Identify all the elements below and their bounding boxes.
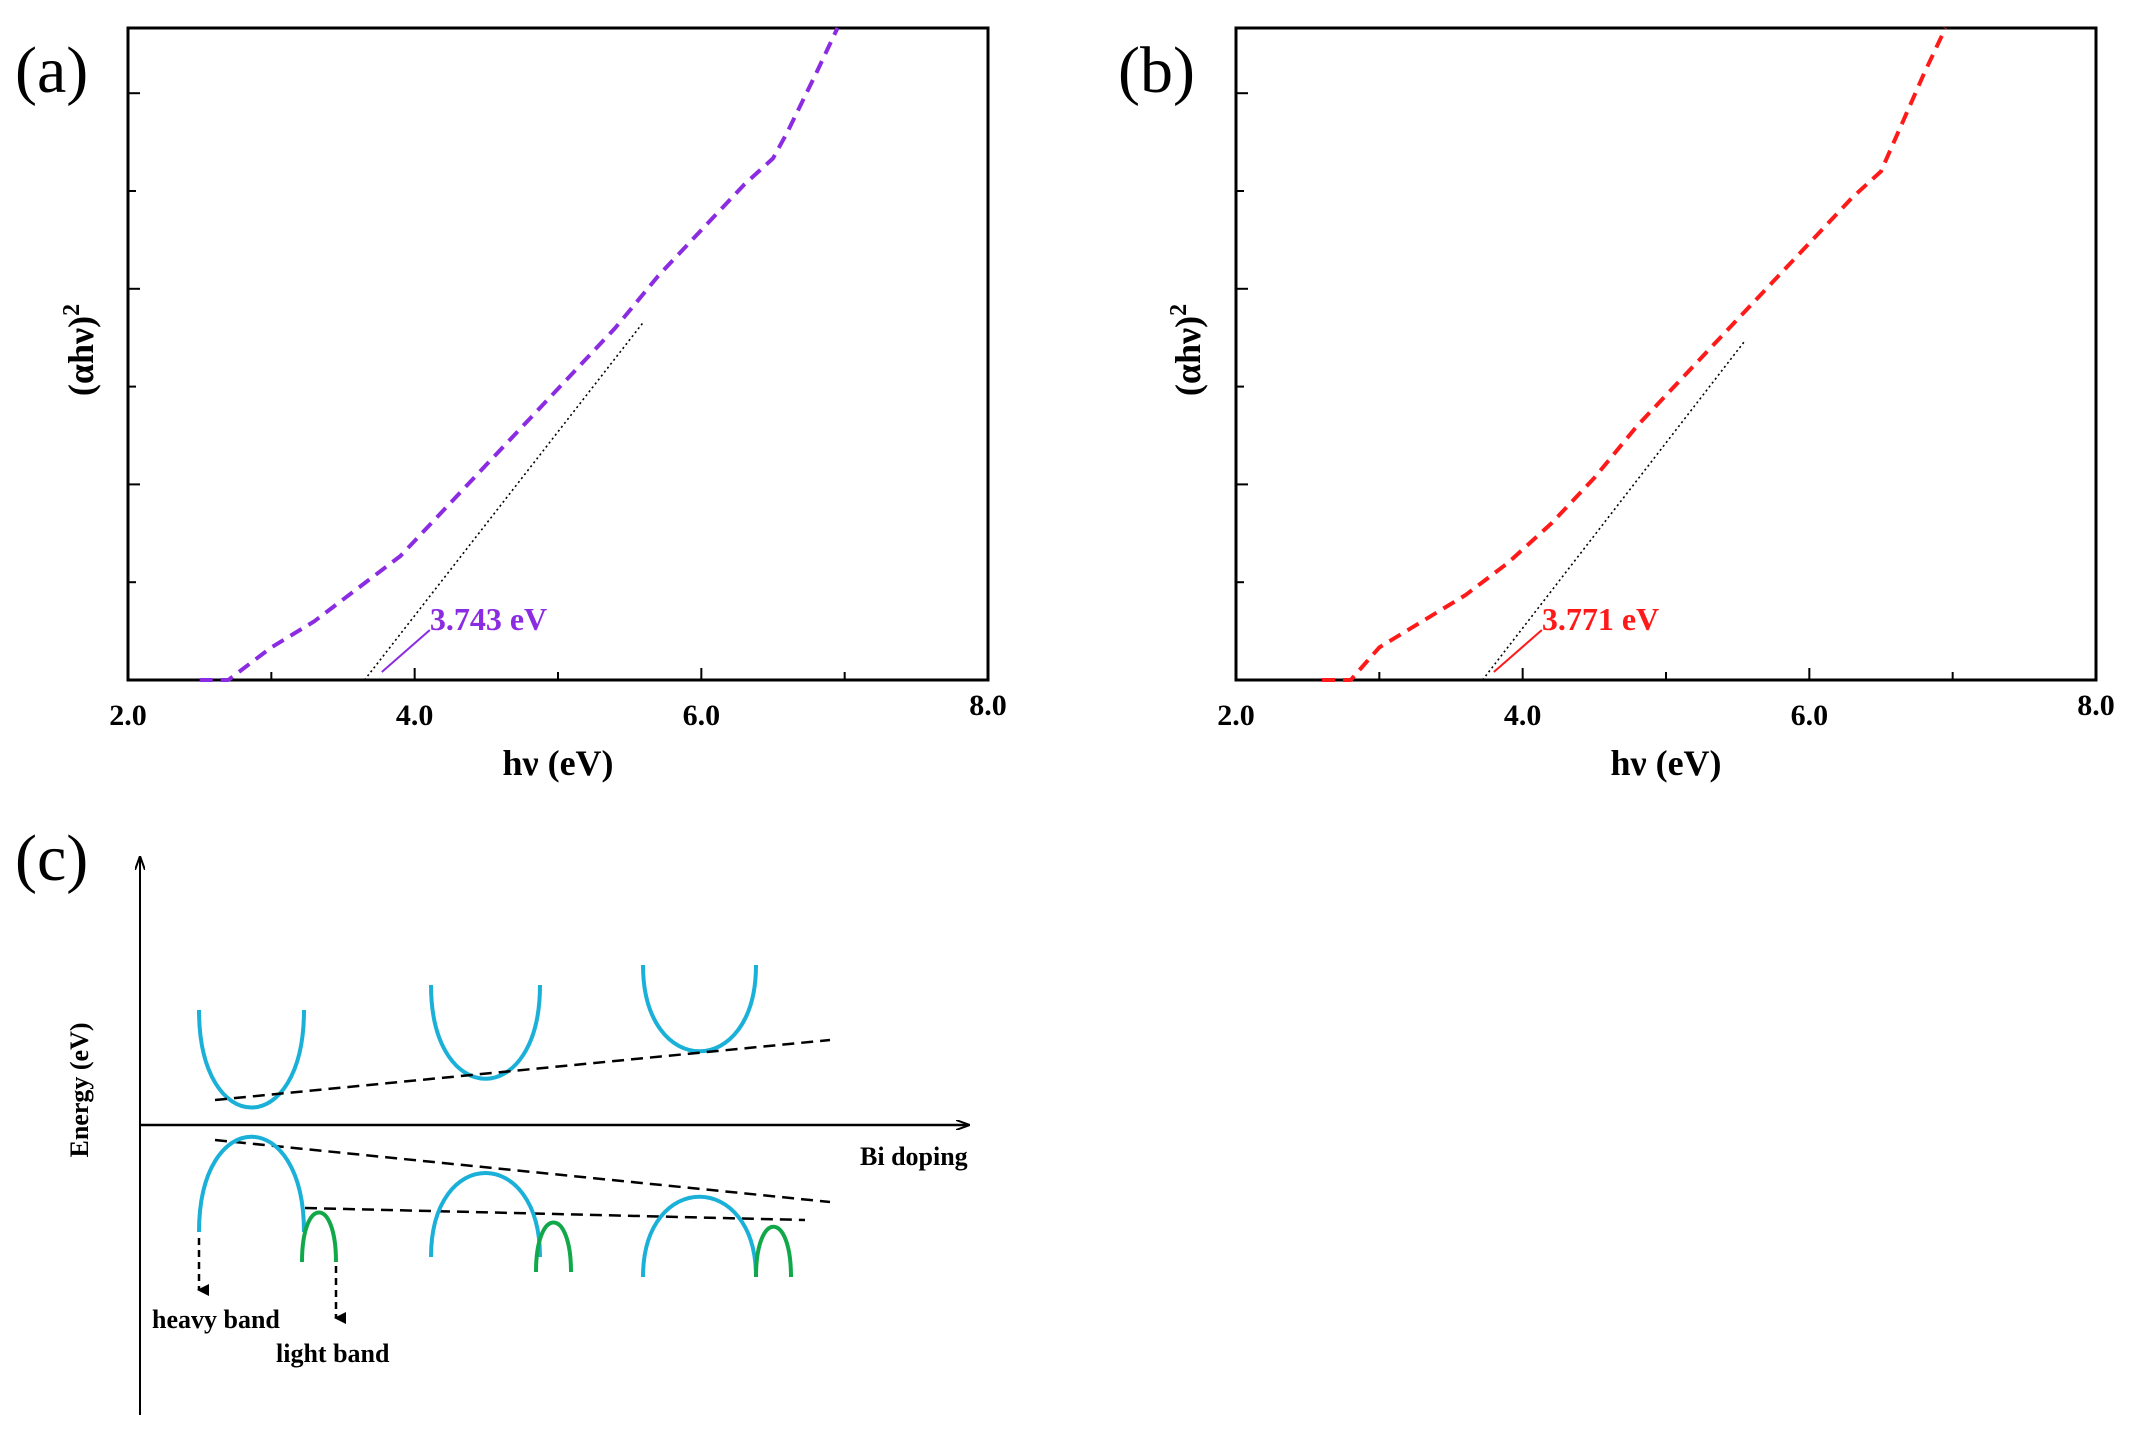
light-band-1 xyxy=(300,1210,338,1263)
x-tick-label: 8.0 xyxy=(969,689,1007,722)
panel-a-annotation-pointer xyxy=(381,629,431,673)
panel-b-label: (b) xyxy=(1118,34,1195,107)
light-band-label: light band xyxy=(276,1339,390,1368)
conduction-band-2 xyxy=(429,984,542,1081)
panel-a-plot-frame xyxy=(126,26,990,682)
heavy-band-2 xyxy=(429,1171,542,1258)
panel-a-bandgap-annotation: 3.743 eV xyxy=(430,601,547,637)
conduction-band-3 xyxy=(641,964,758,1054)
heavy-band-3 xyxy=(641,1194,758,1278)
absorption-curve xyxy=(199,27,840,682)
panel-b-y-ticks xyxy=(1236,92,1248,584)
linear-fit-line xyxy=(363,320,645,681)
panel-b-series xyxy=(1322,27,1948,682)
panel-b-bandgap-annotation: 3.771 eV xyxy=(1542,601,1659,637)
heavy-band-1 xyxy=(197,1135,306,1233)
panel-b-y-axis-title: (αhν)2 xyxy=(1166,304,1208,396)
panel-a-y-axis-title: (αhν)2 xyxy=(59,304,101,396)
light-band-3 xyxy=(754,1225,793,1278)
x-tick-label: 6.0 xyxy=(1791,699,1829,732)
light-band-2 xyxy=(534,1220,573,1273)
heavy-band-label: heavy band xyxy=(152,1305,280,1334)
panel-a: (a) 2.0 4.0 6.0 8.0 hν (eV) (αhν)2 3.743 eV xyxy=(15,26,1007,783)
x-tick-label: 4.0 xyxy=(396,699,434,732)
heavy-band-edge-trend xyxy=(214,1138,831,1204)
x-tick-label: 2.0 xyxy=(109,699,147,732)
conduction-band-1 xyxy=(197,1009,306,1110)
conduction-band-edge-trend xyxy=(214,1038,831,1102)
panel-a-y-ticks xyxy=(128,92,140,584)
x-tick-label: 8.0 xyxy=(2077,689,2115,722)
panel-a-x-axis-title: hν (eV) xyxy=(502,743,613,783)
x-tick-label: 4.0 xyxy=(1504,699,1542,732)
panel-b: (b) 2.0 4.0 6.0 8.0 hν (eV) (αhν)2 3.771 eV xyxy=(1118,26,2115,783)
linear-fit-line xyxy=(1481,340,1746,681)
panel-a-label: (a) xyxy=(15,34,88,107)
x-tick-label: 2.0 xyxy=(1217,699,1255,732)
panel-a-series xyxy=(199,27,840,682)
absorption-curve xyxy=(1322,27,1948,682)
energy-axis-label: Energy (eV) xyxy=(65,1022,94,1157)
panel-c-label: (c) xyxy=(15,822,88,895)
panel-b-x-ticks: 2.0 4.0 6.0 8.0 xyxy=(1217,668,2115,732)
panel-a-x-ticks: 2.0 4.0 6.0 8.0 xyxy=(109,668,1007,732)
panel-b-annotation-pointer xyxy=(1493,629,1543,673)
panel-b-plot-frame xyxy=(1234,26,2098,682)
panel-c-band-diagram: (c) Energy (eV) Bi doping heavy band lig… xyxy=(15,822,968,1415)
light-band-edge-trend xyxy=(304,1206,806,1222)
x-tick-label: 6.0 xyxy=(683,699,721,732)
panel-b-x-axis-title: hν (eV) xyxy=(1610,743,1721,783)
doping-axis-label: Bi doping xyxy=(860,1142,968,1171)
